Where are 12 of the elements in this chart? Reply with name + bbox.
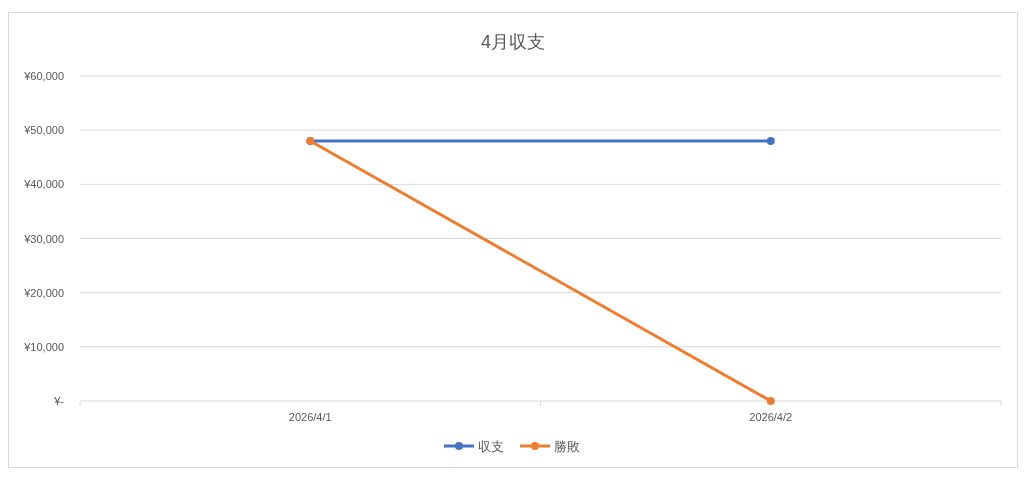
x-tick-label: 2026/4/2 — [749, 411, 793, 423]
legend-label: 収支 — [478, 439, 504, 454]
y-tick-label: ¥- — [53, 395, 65, 407]
y-tick-label: ¥50,000 — [23, 124, 64, 137]
y-tick-label: ¥40,000 — [23, 178, 64, 191]
chart-title: 4月収支 — [480, 32, 546, 52]
x-tick-label: 2026/4/1 — [288, 411, 332, 423]
y-tick-label: ¥30,000 — [23, 232, 64, 245]
y-tick-label: ¥10,000 — [23, 340, 64, 353]
y-tick-label: ¥60,000 — [23, 70, 64, 82]
legend-label: 勝敗 — [554, 439, 580, 454]
y-tick-label: ¥20,000 — [23, 286, 64, 299]
